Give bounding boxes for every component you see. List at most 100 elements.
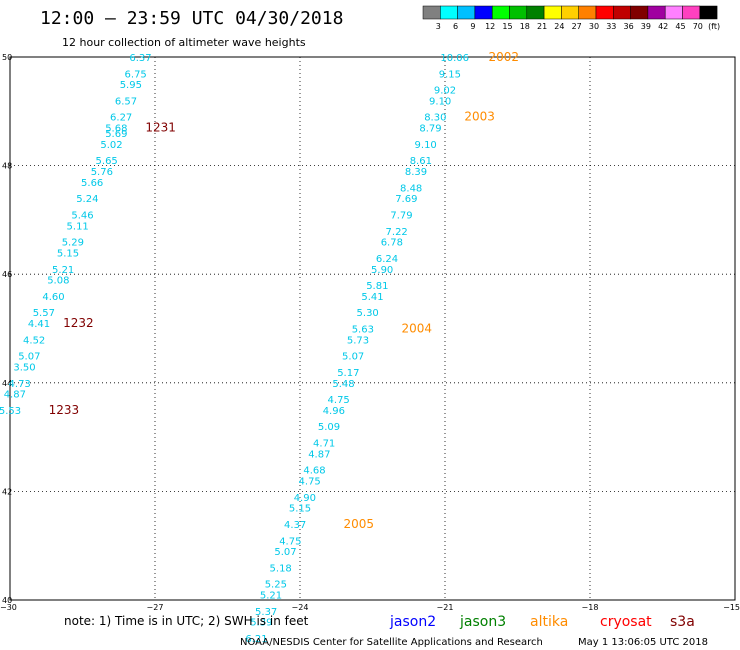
legend-swatch	[578, 5, 597, 20]
swh-value-label: 4.73	[9, 379, 31, 390]
swh-value-label: 9.10	[415, 140, 437, 151]
swh-value-label: 5.81	[366, 281, 388, 292]
time-label: 2003	[464, 110, 495, 124]
swh-value-label: 6.75	[125, 69, 147, 80]
footer-credit: NOAA/NESDIS Center for Satellite Applica…	[240, 637, 543, 648]
legend-label: 3	[436, 22, 441, 31]
swh-value-label: 8.61	[410, 156, 432, 167]
legend-swatch	[440, 5, 458, 20]
swh-value-label: 9.02	[434, 86, 456, 97]
y-tick-label: 48	[2, 162, 12, 171]
swh-value-label: 5.48	[332, 379, 354, 390]
legend-label: 45	[675, 22, 685, 31]
time-label: 2005	[344, 517, 375, 531]
swh-value-label: 6.78	[381, 238, 403, 249]
plot-area: −30 −27 −24 −21 −18 −15 40 42 44 46 48 50 6.37 6.75…	[0, 50, 740, 645]
legend-label: 33	[606, 22, 616, 31]
legend-label: 12	[485, 22, 495, 31]
swh-value-label: 5.07	[274, 547, 296, 558]
swh-value-label: 5.21	[260, 591, 282, 602]
swh-value-label: 7.22	[386, 227, 408, 238]
color-legend: 3 6 9 12 15 18 21 24 27 30 33 36 39 42 45 70 (ft)	[422, 5, 720, 31]
swh-value-label: 8.30	[424, 113, 446, 124]
swh-value-label: 5.07	[342, 352, 364, 363]
swh-value-label: 5.08	[47, 276, 69, 287]
swh-value-label: 5.15	[57, 248, 79, 259]
satellite-label: jason3	[459, 614, 506, 630]
y-axis-ticks: 40 42 44 46 48 50	[2, 53, 12, 605]
swh-value-label: 6.37	[129, 53, 151, 64]
x-tick-label: −24	[292, 603, 309, 612]
note-text: note: 1) Time is in UTC; 2) SWH is in fe…	[64, 614, 309, 628]
swh-value-label: 6.24	[376, 254, 398, 265]
time-label: 2004	[402, 322, 433, 336]
chart-subtitle: 12 hour collection of altimeter wave hei…	[62, 36, 306, 49]
legend-label: 30	[589, 22, 599, 31]
x-tick-label: −27	[147, 603, 164, 612]
y-tick-label: 44	[2, 379, 12, 388]
swh-value-label: 5.30	[357, 308, 379, 319]
swh-value-label: 5.46	[71, 210, 93, 221]
legend-swatch	[664, 5, 683, 20]
swh-value-label: 5.73	[347, 335, 369, 346]
satellite-legend: jason2 jason3 altika cryosat s3a	[389, 614, 695, 630]
swh-value-label: 5.39	[250, 618, 272, 629]
legend-swatch	[630, 5, 649, 20]
swh-value-label: 6.21	[245, 634, 267, 645]
legend-label: 21	[537, 22, 547, 31]
swh-value-label: 4.37	[284, 520, 306, 531]
x-tick-label: −15	[723, 603, 740, 612]
plot-frame	[9, 56, 736, 601]
time-label: 1231	[145, 121, 176, 135]
time-label: 2002	[489, 50, 520, 64]
legend-swatch	[613, 5, 631, 20]
swh-value-label: 5.65	[96, 156, 118, 167]
satellite-label: s3a	[670, 614, 695, 630]
swh-value-label: 4.90	[294, 493, 316, 504]
legend-swatch	[682, 5, 701, 20]
legend-swatch	[457, 5, 476, 20]
swh-value-label: 5.69	[105, 129, 127, 140]
legend-label: 42	[658, 22, 668, 31]
y-tick-label: 46	[2, 270, 12, 279]
swh-value-label: 4.68	[303, 466, 325, 477]
swh-value-label: 5.15	[289, 504, 311, 515]
legend-swatch	[422, 5, 441, 20]
swh-value-label: 5.95	[120, 80, 142, 91]
swh-value-label: 4.60	[42, 292, 64, 303]
satellite-label: altika	[530, 614, 568, 630]
swh-value-label: 5.09	[318, 422, 340, 433]
swh-value-label: 8.39	[405, 167, 427, 178]
y-tick-label: 40	[2, 596, 12, 605]
swh-value-label: 5.24	[76, 194, 98, 205]
swh-value-label: 5.57	[33, 308, 55, 319]
swh-value-label: 5.76	[91, 167, 113, 178]
legend-swatch	[474, 5, 493, 20]
swh-value-label: 4.75	[279, 536, 301, 547]
legend-swatch	[543, 5, 562, 20]
legend-label: 18	[520, 22, 530, 31]
time-label: 1232	[63, 316, 94, 330]
swh-value-label: 4.75	[299, 477, 321, 488]
legend-label: 70	[693, 22, 703, 31]
swh-value-label: 5.11	[67, 221, 89, 232]
legend-label: 24	[554, 22, 564, 31]
legend-label: 27	[572, 22, 582, 31]
footer-timestamp: May 1 13:06:05 UTC 2018	[578, 637, 708, 648]
wave-height-marks: 6.37 6.755.95 6.57 6.275.685.695.02 5.655.76…	[0, 50, 519, 645]
legend-swatch	[647, 5, 666, 20]
legend-swatch	[491, 5, 510, 20]
legend-label: 15	[502, 22, 512, 31]
swh-value-label: 4.87	[4, 390, 26, 401]
swh-value-label: 5.21	[52, 265, 74, 276]
swh-value-label: 7.69	[395, 194, 417, 205]
time-label: 1233	[49, 403, 80, 417]
swh-value-label: 6.27	[110, 113, 132, 124]
legend-swatch	[526, 5, 545, 20]
swh-value-label: 8.48	[400, 183, 422, 194]
swh-value-label: 5.37	[255, 607, 277, 618]
swh-value-label: 8.79	[419, 124, 441, 135]
swh-value-label: 5.17	[337, 368, 359, 379]
swh-value-label: 9.15	[439, 69, 461, 80]
